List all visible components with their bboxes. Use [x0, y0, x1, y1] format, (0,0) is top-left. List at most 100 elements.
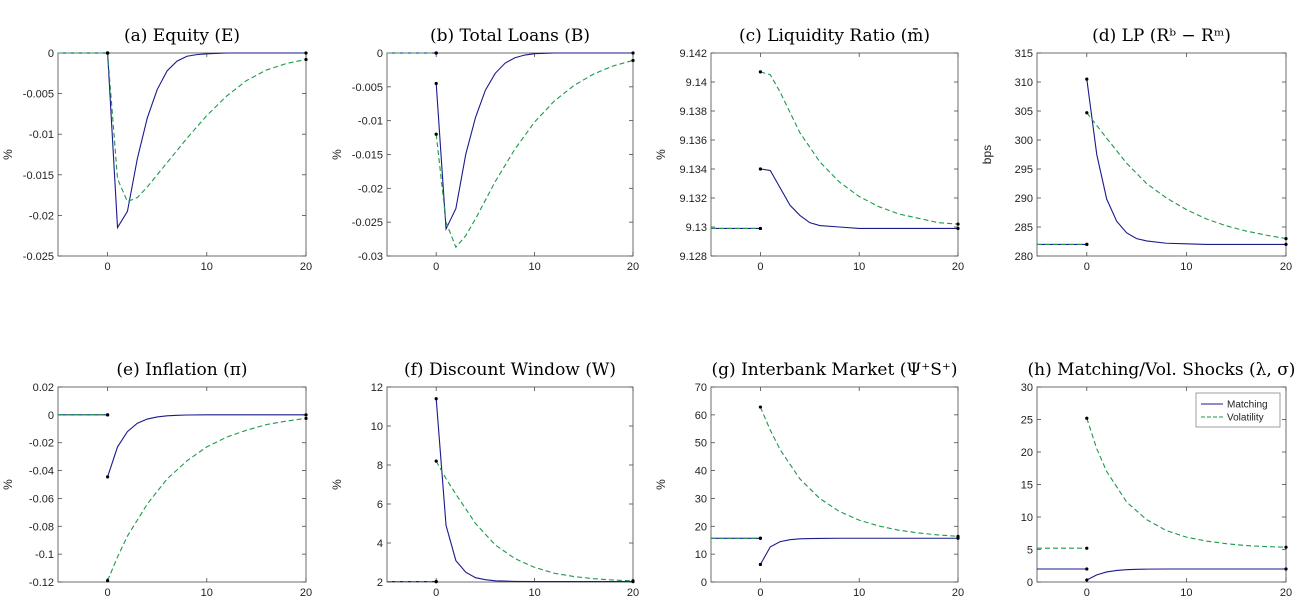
y-tick-label: 310	[1015, 77, 1033, 89]
series-point	[434, 397, 438, 401]
x-tick-label: 20	[627, 261, 639, 273]
series-matching-line	[759, 537, 958, 565]
panel-f: 0 10 20 2 4 6 8 10 12% (f) Discount Window (W)	[330, 360, 639, 599]
series-point	[758, 562, 763, 567]
x-tick-label: 0	[757, 261, 763, 273]
series-point	[106, 51, 110, 55]
x-tick-label: 20	[300, 261, 312, 273]
y-axis-label: %	[654, 479, 668, 490]
y-tick-label: 20	[695, 521, 707, 533]
x-tick-label: 10	[201, 587, 213, 599]
series-point	[1284, 545, 1288, 549]
y-tick-label: 60	[695, 410, 707, 422]
series-point	[1085, 77, 1089, 81]
series-point	[1085, 242, 1089, 246]
series-point	[1085, 546, 1089, 550]
y-tick-label: -0.02	[358, 183, 383, 195]
y-tick-label: 0	[1027, 577, 1033, 589]
y-axis-label: %	[1, 149, 15, 160]
panel-b: 0 10 20 0 -0.005 -0.01 -0.015 -0.02 -0.025 -0.03%…	[330, 26, 639, 273]
x-tick-label: 0	[1084, 261, 1090, 273]
x-tick-label: 0	[1084, 587, 1090, 599]
x-tick-label: 20	[300, 587, 312, 599]
y-tick-label: 4	[377, 538, 383, 550]
axes-box	[710, 386, 959, 583]
y-tick-label: -0.12	[29, 577, 54, 589]
y-tick-label: 0.02	[33, 382, 54, 394]
series-volatility-line	[759, 406, 958, 537]
y-tick-label: -0.1	[35, 549, 54, 561]
panel-title: (f) Discount Window (W)	[404, 360, 616, 380]
x-tick-label: 0	[433, 587, 439, 599]
series-matching-line	[107, 414, 306, 478]
x-tick-label: 20	[1280, 261, 1292, 273]
series-point	[434, 51, 438, 55]
panel-title: (g) Interbank Market (Ψ⁺S⁺)	[712, 360, 958, 380]
panel-title: (c) Liquidity Ratio (m̄)	[739, 26, 930, 46]
y-tick-label: 25	[1021, 415, 1033, 427]
y-tick-label: 30	[1021, 382, 1033, 394]
y-tick-label: 305	[1015, 106, 1033, 118]
legend-label: Volatility	[1227, 413, 1264, 424]
x-tick-label: 10	[528, 261, 540, 273]
y-tick-label: 8	[377, 460, 383, 472]
axes-box	[1036, 52, 1287, 257]
y-tick-label: 50	[695, 438, 707, 450]
axes-box	[386, 386, 634, 583]
y-tick-label: 40	[695, 466, 707, 478]
x-tick-label: 10	[1180, 261, 1192, 273]
series-point	[304, 413, 308, 417]
series-volatility-line	[760, 71, 958, 225]
y-tick-label: 9.132	[679, 193, 707, 205]
axes-box	[57, 52, 307, 257]
axes-box	[386, 52, 634, 257]
y-axis-label: %	[330, 149, 344, 160]
series-point	[758, 167, 763, 171]
y-tick-label: -0.02	[29, 210, 54, 222]
series-matching-line	[435, 398, 633, 583]
y-tick-label: -0.025	[23, 251, 54, 263]
y-tick-label: 0	[48, 410, 54, 422]
x-tick-label: 20	[952, 261, 964, 273]
series-point	[1085, 416, 1089, 420]
series-point	[1085, 111, 1089, 115]
series-volatility-line	[107, 52, 306, 203]
y-tick-label: 0	[701, 577, 707, 589]
series-point	[1284, 567, 1288, 571]
series-point	[631, 58, 635, 63]
y-tick-label: 9.14	[686, 77, 707, 89]
y-tick-label: 9.138	[679, 106, 707, 118]
series-point	[631, 579, 635, 583]
y-axis-label: %	[1, 479, 15, 490]
series-point	[106, 475, 110, 479]
legend: Matching Volatility	[1195, 392, 1281, 428]
series-point	[758, 405, 763, 409]
x-tick-label: 10	[201, 261, 213, 273]
x-tick-label: 10	[853, 587, 865, 599]
series-volatility-line	[1086, 112, 1286, 240]
axes-box	[57, 386, 307, 583]
series-point	[106, 413, 110, 417]
legend-label: Matching	[1227, 400, 1268, 411]
y-tick-label: -0.01	[29, 129, 54, 141]
y-tick-label: 0	[377, 48, 383, 60]
series-point	[758, 226, 763, 231]
y-tick-label: -0.025	[352, 217, 383, 229]
series-matching-line	[107, 52, 306, 230]
series-point	[304, 57, 308, 62]
y-tick-label: 9.142	[679, 48, 707, 60]
y-tick-label: 20	[1021, 447, 1033, 459]
y-tick-label: 9.13	[686, 222, 707, 234]
y-tick-label: 70	[695, 382, 707, 394]
x-tick-label: 10	[853, 261, 865, 273]
y-tick-label: 295	[1015, 164, 1033, 176]
series-matching-line	[435, 52, 633, 232]
y-tick-label: 285	[1015, 222, 1033, 234]
series-volatility-line	[435, 59, 633, 249]
x-tick-label: 10	[528, 587, 540, 599]
y-tick-label: -0.04	[29, 466, 54, 478]
y-tick-label: -0.005	[23, 89, 54, 101]
y-tick-label: -0.08	[29, 521, 54, 533]
x-tick-label: 0	[105, 261, 111, 273]
